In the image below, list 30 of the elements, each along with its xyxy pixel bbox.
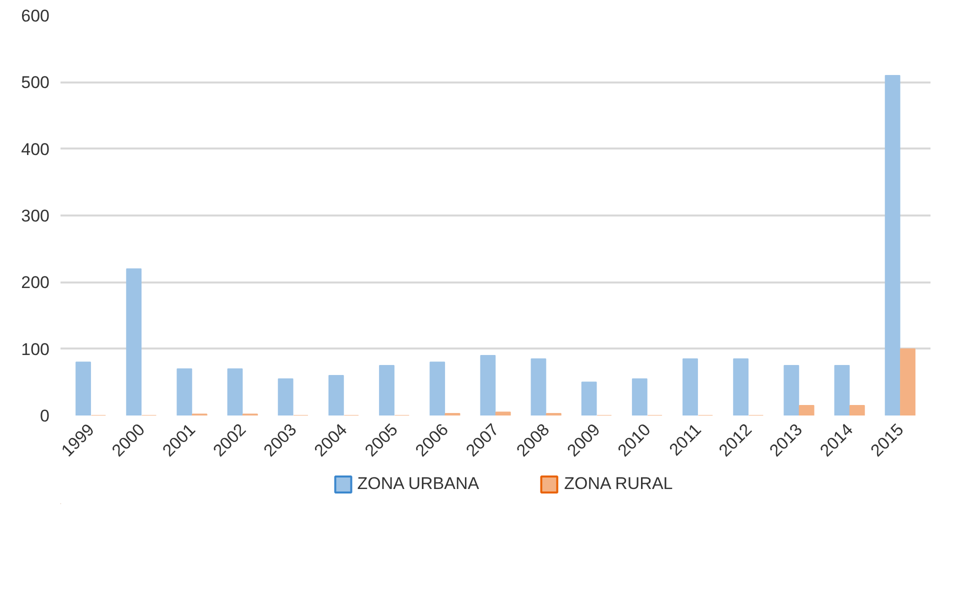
- y-tick-label: 600: [21, 6, 50, 26]
- bar: [495, 412, 511, 416]
- bar: [834, 365, 850, 416]
- y-tick-label: 100: [21, 340, 50, 359]
- bar: [76, 362, 91, 416]
- bar: [884, 75, 900, 416]
- bar: [328, 375, 344, 416]
- bar: [682, 358, 698, 416]
- bar: [784, 365, 800, 416]
- bar: [733, 358, 749, 416]
- y-tick-label: 0: [40, 406, 50, 426]
- bar: [126, 268, 142, 416]
- legend-label: ZONA URBANA: [357, 474, 480, 494]
- bar: [227, 368, 243, 416]
- bar: [379, 365, 394, 416]
- y-tick-label: 500: [21, 73, 50, 92]
- bar: [632, 378, 648, 416]
- y-tick-label: 400: [21, 140, 50, 159]
- bar: [849, 405, 865, 416]
- y-tick-label: 300: [21, 206, 50, 226]
- bar: [430, 362, 446, 416]
- bar: [176, 368, 192, 416]
- bar: [798, 405, 814, 416]
- legend-label: ZONA RURAL: [564, 474, 673, 494]
- bar: [480, 355, 496, 416]
- bar: [278, 378, 294, 416]
- y-tick-label: 200: [21, 273, 50, 292]
- bar: [530, 358, 546, 416]
- bar: [581, 382, 597, 416]
- bar: [900, 348, 916, 416]
